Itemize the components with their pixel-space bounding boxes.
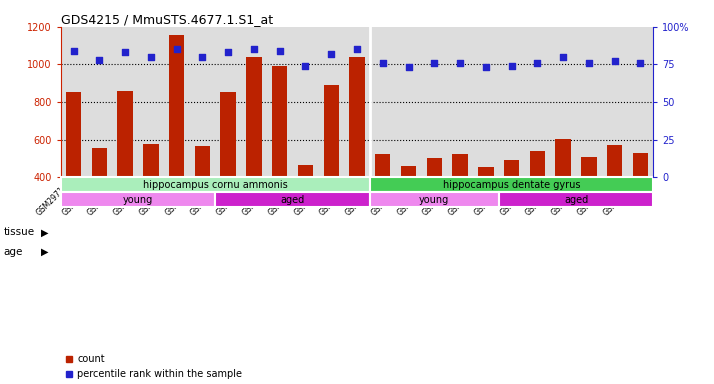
Bar (298, 165, 313, 177)
Text: GDS4215 / MmuSTS.4677.1.S1_at: GDS4215 / MmuSTS.4677.1.S1_at (61, 13, 273, 26)
Point (326, 51, 337, 57)
Point (558, 54, 569, 60)
Point (377, 60, 388, 66)
Bar (401, 166, 416, 177)
Bar (91, 148, 107, 177)
Bar (607, 145, 623, 177)
Bar (581, 157, 597, 177)
Point (196, 54, 208, 60)
Bar (216, 192, 370, 207)
Point (119, 50, 131, 56)
Text: young: young (419, 195, 449, 205)
Bar (633, 153, 648, 177)
Bar (66, 92, 81, 177)
Point (248, 46, 260, 53)
Bar (272, 66, 288, 177)
Bar (195, 146, 210, 177)
Bar (555, 139, 571, 177)
Text: age: age (4, 247, 23, 257)
Text: hippocampus cornu ammonis: hippocampus cornu ammonis (143, 180, 288, 190)
Point (274, 48, 286, 54)
Point (223, 50, 234, 56)
Text: aged: aged (281, 195, 305, 205)
Point (300, 63, 311, 69)
Point (454, 60, 466, 66)
Point (428, 60, 440, 66)
Bar (530, 151, 545, 177)
Bar (61, 192, 216, 207)
Text: young: young (123, 195, 153, 205)
Bar (117, 91, 133, 177)
Bar (349, 57, 365, 177)
Bar (504, 161, 519, 177)
Point (351, 46, 363, 53)
Bar (498, 192, 653, 207)
Bar (323, 85, 339, 177)
Text: ▶: ▶ (41, 247, 49, 257)
Point (480, 65, 491, 71)
Bar (61, 177, 370, 192)
Bar (375, 154, 391, 177)
Point (506, 63, 518, 69)
Legend: count, percentile rank within the sample: count, percentile rank within the sample (66, 354, 242, 379)
Point (94, 57, 105, 63)
Text: aged: aged (564, 195, 588, 205)
Point (635, 60, 646, 66)
Bar (143, 144, 159, 177)
Point (583, 60, 595, 66)
Point (145, 54, 156, 60)
Point (532, 60, 543, 66)
Point (68, 48, 79, 54)
Bar (169, 35, 184, 177)
Bar (370, 192, 498, 207)
Point (171, 46, 182, 53)
Bar (426, 159, 442, 177)
Text: hippocampus dentate gyrus: hippocampus dentate gyrus (443, 180, 580, 190)
Text: tissue: tissue (4, 227, 35, 237)
Text: ▶: ▶ (41, 227, 49, 237)
Bar (478, 167, 493, 177)
Bar (453, 154, 468, 177)
Point (609, 58, 620, 65)
Point (403, 65, 414, 71)
Bar (246, 57, 261, 177)
Bar (370, 177, 653, 192)
Bar (221, 92, 236, 177)
